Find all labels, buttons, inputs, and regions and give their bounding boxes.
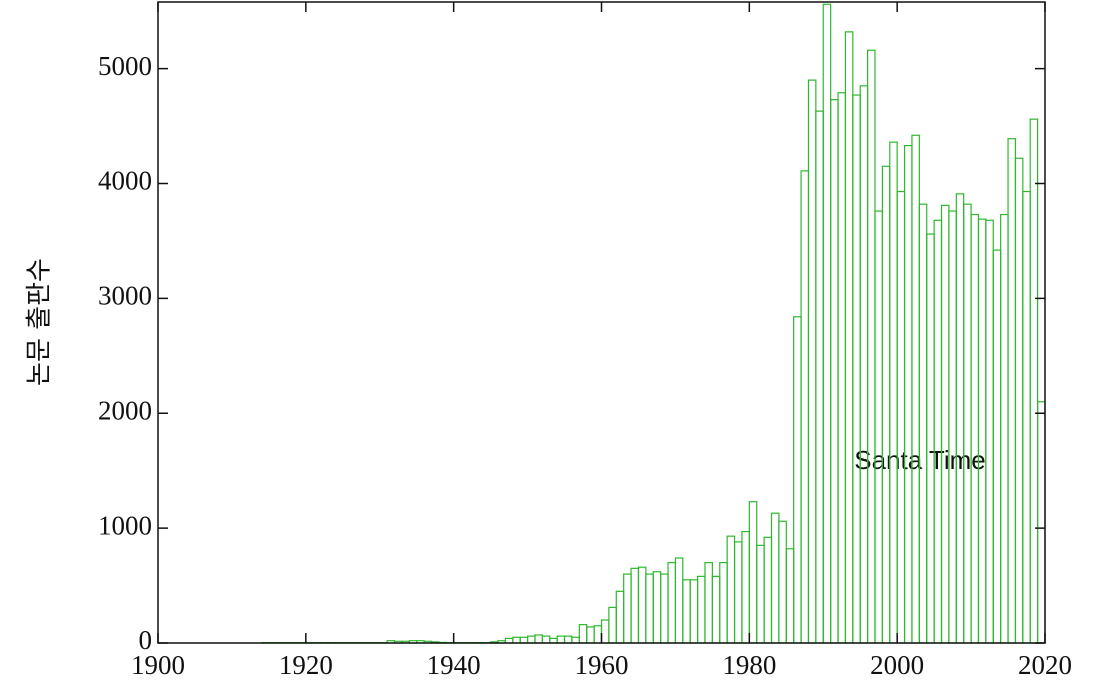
bar — [572, 637, 579, 643]
bar — [786, 549, 793, 643]
x-tick-label: 2000 — [870, 650, 924, 680]
bar — [594, 626, 601, 643]
y-tick-label: 5000 — [98, 51, 152, 81]
x-tick-label: 1900 — [131, 650, 185, 680]
bar — [794, 317, 801, 643]
bar — [587, 627, 594, 643]
y-tick-label: 2000 — [98, 395, 152, 425]
bar — [1030, 119, 1037, 643]
bar — [661, 574, 668, 643]
bar — [1001, 215, 1008, 643]
bar — [912, 135, 919, 643]
bar — [653, 572, 660, 643]
bar — [535, 635, 542, 643]
bar — [668, 563, 675, 643]
bar — [565, 636, 572, 643]
bar — [956, 194, 963, 643]
bar — [542, 636, 549, 643]
bar — [528, 636, 535, 643]
x-tick-label: 2020 — [1018, 650, 1072, 680]
bar — [964, 204, 971, 643]
bar — [772, 513, 779, 643]
bar — [934, 220, 941, 643]
bar — [868, 50, 875, 643]
bar — [993, 250, 1000, 643]
bar — [897, 192, 904, 643]
bar — [845, 32, 852, 643]
bar — [905, 146, 912, 643]
bar — [712, 576, 719, 643]
bar — [609, 607, 616, 643]
bar — [735, 542, 742, 643]
bar — [823, 4, 830, 643]
bar — [727, 536, 734, 643]
bar — [690, 580, 697, 643]
bar — [919, 204, 926, 643]
bar — [860, 86, 867, 643]
y-tick-label: 4000 — [98, 166, 152, 196]
bar — [513, 637, 520, 643]
y-axis-label: 논문 출판수 — [25, 258, 55, 386]
bar — [638, 567, 645, 643]
annotation: Santa Time — [854, 445, 986, 475]
bar — [616, 591, 623, 643]
bar — [683, 580, 690, 643]
bar — [646, 574, 653, 643]
bar — [579, 625, 586, 643]
bar — [1023, 192, 1030, 643]
x-tick-label: 1940 — [427, 650, 481, 680]
bar — [890, 142, 897, 643]
bar — [978, 219, 985, 643]
bar — [631, 568, 638, 643]
bar — [986, 220, 993, 643]
x-tick-label: 1920 — [279, 650, 333, 680]
bar — [764, 537, 771, 643]
bar — [520, 637, 527, 643]
bar — [1015, 158, 1022, 643]
bar — [705, 563, 712, 643]
y-tick-label: 1000 — [98, 510, 152, 540]
bar — [927, 234, 934, 643]
bar — [808, 80, 815, 643]
bar — [875, 211, 882, 643]
bar — [838, 93, 845, 643]
bar — [853, 95, 860, 643]
bar — [602, 620, 609, 643]
bar — [698, 576, 705, 643]
bar — [831, 100, 838, 643]
bar — [1038, 402, 1045, 643]
bar — [624, 574, 631, 643]
bar — [882, 166, 889, 643]
x-tick-label: 1960 — [575, 650, 629, 680]
bar — [971, 215, 978, 643]
bar — [816, 111, 823, 643]
bar — [557, 636, 564, 643]
x-tick-label: 1980 — [722, 650, 776, 680]
bar — [675, 558, 682, 643]
bar — [742, 532, 749, 643]
bar — [757, 545, 764, 643]
bar — [942, 205, 949, 643]
bar — [749, 502, 756, 643]
y-tick-label: 3000 — [98, 281, 152, 311]
bar — [1008, 139, 1015, 643]
bar — [801, 171, 808, 643]
bar — [779, 521, 786, 643]
bar — [949, 211, 956, 643]
bar — [720, 563, 727, 643]
